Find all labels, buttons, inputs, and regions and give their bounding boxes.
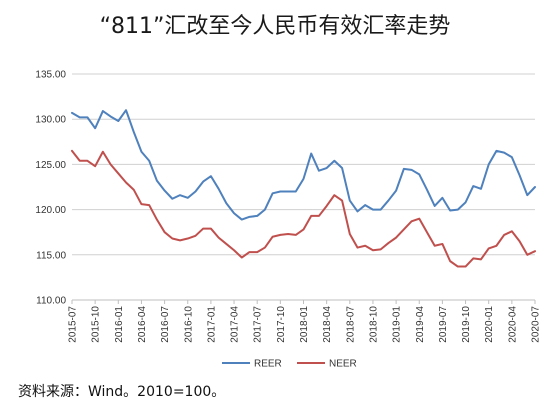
x-tick-label: 2019-07 [438,306,449,343]
source-note: 资料来源：Wind。2010=100。 [18,384,226,400]
x-tick-label: 2017-04 [230,306,241,343]
x-tick-label: 2018-10 [368,306,379,343]
x-tick-label: 2019-10 [461,306,472,343]
x-tick-label: 2018-04 [322,306,333,343]
x-tick-label: 2016-01 [114,306,125,343]
y-tick-label: 130.00 [35,115,66,126]
x-tick-label: 2017-07 [253,306,264,343]
series-line-neer [71,149,536,268]
x-tick-label: 2020-01 [484,306,495,343]
y-tick-label: 135.00 [35,70,66,81]
x-tick-label: 2017-01 [206,306,217,343]
x-tick-label: 2018-01 [299,306,310,343]
y-tick-label: 120.00 [35,205,66,216]
y-tick-label: 110.00 [36,296,66,307]
x-tick-label: 2020-04 [507,306,518,343]
chart-title: “811”汇改至今人民币有效汇率走势 [99,14,451,39]
x-axis-ticks: 2015-07 2015-10 2016-01 2016-04 2016-07 2016-… [68,300,542,343]
series-lines [71,109,536,268]
series-line-reer [71,109,536,221]
x-tick-label: 2016-04 [137,306,148,343]
legend-label-neer: NEER [329,359,357,370]
legend-label-reer: REER [254,359,282,370]
y-tick-label: 115.00 [36,250,66,261]
x-tick-label: 2018-07 [345,306,356,343]
x-tick-label: 2019-01 [392,306,403,343]
y-axis-ticks: 135.00 130.00 125.00 120.00 115.00 110.00 [35,70,66,307]
x-tick-label: 2020-07 [531,306,542,343]
x-tick-label: 2017-10 [276,306,287,343]
x-tick-label: 2016-07 [160,306,171,343]
x-tick-label: 2015-07 [68,306,79,343]
legend: REER NEER [222,359,357,370]
x-tick-label: 2016-10 [183,306,194,343]
x-tick-label: 2019-04 [415,306,426,343]
y-tick-label: 125.00 [35,160,66,171]
x-tick-label: 2015-10 [91,306,102,343]
